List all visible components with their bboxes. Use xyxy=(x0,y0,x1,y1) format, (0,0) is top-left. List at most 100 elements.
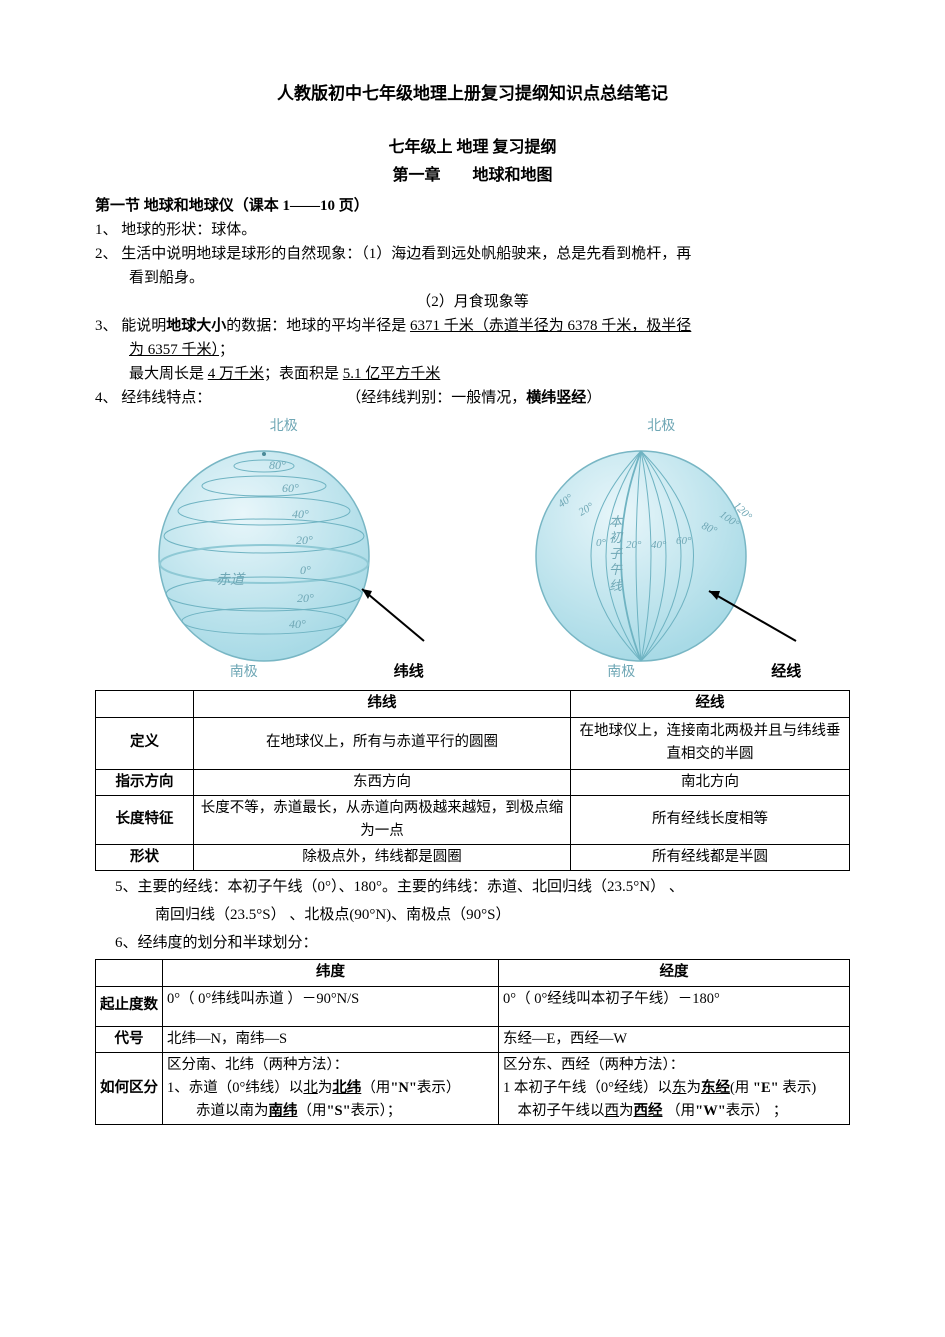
t2-r3lat-c: 赤道以南为南纬（用"S"表示）； xyxy=(167,1100,494,1123)
latitude-globe-svg: 80° 60° 40° 20° 0° 20° 40° 赤道 xyxy=(114,416,454,686)
txt: "S" xyxy=(327,1103,351,1119)
p3-pre: 3、 能说明 xyxy=(95,318,166,334)
doc-subtitle-2: 第一章 地球和地图 xyxy=(95,163,850,189)
t1-h1: 纬线 xyxy=(194,691,571,717)
t1-r4lat: 除极点外，纬线都是圆圈 xyxy=(194,845,571,871)
svg-text:40°: 40° xyxy=(651,539,667,551)
svg-text:赤道: 赤道 xyxy=(216,572,246,588)
p3b-ul1: 4 万千米 xyxy=(208,366,264,382)
p3-ul1: 6371 千米（赤道半径为 6378 千米，极半径 xyxy=(410,318,691,334)
t2-h0 xyxy=(96,960,163,986)
txt: 1、赤道（0°纬线）以 xyxy=(167,1080,303,1096)
svg-text:40°: 40° xyxy=(292,507,309,521)
txt: 北 xyxy=(303,1080,318,1096)
latitude-globe: 北极 80° 60° 40° 20° 0° 20° xyxy=(114,416,454,686)
txt: 表示）； xyxy=(351,1103,402,1119)
north-label-1: 北极 xyxy=(114,416,454,438)
svg-text:线: 线 xyxy=(609,578,623,593)
point-3-line2: 最大周长是 4 万千米；表面积是 5.1 亿平方千米 xyxy=(95,362,850,386)
globe1-bottom-row: 南极 纬线 xyxy=(114,662,454,684)
t1-r2lon: 南北方向 xyxy=(571,769,850,795)
t2-r3lon-b: 1 本初子午线（0°经线）以东为东经(用 "E" 表示) xyxy=(503,1077,845,1100)
t1-r3lon: 所有经线长度相等 xyxy=(571,795,850,844)
txt: 南纬 xyxy=(269,1103,298,1119)
longitude-globe: 北极 40° 20° 0° 20° 40° 60° xyxy=(491,416,831,686)
t2-r1lat: 0°（ 0°纬线叫赤道 ）－90°N/S xyxy=(163,986,499,1026)
t2-r1lon: 0°（ 0°经线叫本初子午线）－180° xyxy=(499,986,850,1026)
txt: "N" xyxy=(390,1080,417,1096)
txt: "E" xyxy=(749,1080,782,1096)
t2-r2lat: 北纬—N，南纬—S xyxy=(163,1026,499,1052)
t1-r3lat: 长度不等，赤道最长，从赤道向两极越来越短，到极点缩为一点 xyxy=(194,795,571,844)
point-1: 1、 地球的形状：球体。 xyxy=(95,218,850,242)
p4-tail: ） xyxy=(586,390,601,406)
txt: 北纬 xyxy=(332,1080,361,1096)
latlon-feature-table: 纬线 经线 定义 在地球仪上，所有与赤道平行的圆圈 在地球仪上，连接南北两极并且… xyxy=(95,690,850,871)
t2-r1h: 起止度数 xyxy=(96,986,163,1026)
north-label-2: 北极 xyxy=(491,416,831,438)
txt: 西经 xyxy=(634,1103,663,1119)
lat-line-label: 纬线 xyxy=(394,660,424,684)
point-2-line3: （2）月食现象等 xyxy=(95,290,850,314)
point-2-line1: 2、 生活中说明地球是球形的自然现象：（1）海边看到远处帆船驶来，总是先看到桅杆… xyxy=(95,242,850,266)
txt: 表示） ； xyxy=(726,1103,788,1119)
p3b-ul2: 5.1 亿平方千米 xyxy=(343,366,441,382)
t1-r2lat: 东西方向 xyxy=(194,769,571,795)
txt: 为 xyxy=(318,1080,333,1096)
t2-r3lat-b: 1、赤道（0°纬线）以北为北纬（用"N"表示） xyxy=(167,1077,494,1100)
svg-text:子: 子 xyxy=(609,546,623,561)
t1-h2: 经线 xyxy=(571,691,850,717)
p3-mid: 的数据：地球的平均半径是 xyxy=(226,318,410,334)
txt: "W" xyxy=(695,1103,726,1119)
txt: 为 xyxy=(686,1080,701,1096)
point-3-line1b: 为 6357 千米）； xyxy=(95,338,850,362)
svg-text:20°: 20° xyxy=(626,539,642,551)
svg-text:初: 初 xyxy=(609,530,624,545)
txt: （用 xyxy=(663,1103,696,1119)
txt: （用 xyxy=(361,1080,390,1096)
svg-text:0°: 0° xyxy=(596,537,607,549)
doc-title: 人教版初中七年级地理上册复习提纲知识点总结笔记 xyxy=(95,80,850,107)
t1-r1h: 定义 xyxy=(96,717,194,769)
point-4: 4、 经纬线特点： （经纬线判别：一般情况，横纬竖经） xyxy=(95,386,850,410)
txt: 本初子午线以 xyxy=(503,1103,605,1119)
txt: 赤道以南为 xyxy=(167,1103,269,1119)
t2-h2: 经度 xyxy=(499,960,850,986)
svg-text:60°: 60° xyxy=(282,481,299,495)
point-2-line2: 看到船身。 xyxy=(95,266,850,290)
p3b-mid: ；表面积是 xyxy=(264,366,343,382)
t2-r2lon: 东经—E，西经—W xyxy=(499,1026,850,1052)
svg-text:40°: 40° xyxy=(289,617,306,631)
txt: 1 本初子午线（0°经线）以 xyxy=(503,1080,672,1096)
t1-r2h: 指示方向 xyxy=(96,769,194,795)
txt: 东 xyxy=(672,1080,687,1096)
t2-r3lat: 区分南、北纬（两种方法）： 1、赤道（0°纬线）以北为北纬（用"N"表示） 赤道… xyxy=(163,1052,499,1125)
p4-pre: 4、 经纬线特点： xyxy=(95,390,204,406)
txt: 表示） xyxy=(417,1080,461,1096)
txt: （用 xyxy=(298,1103,327,1119)
svg-text:20°: 20° xyxy=(297,591,314,605)
lon-line-label: 经线 xyxy=(771,660,801,684)
svg-text:20°: 20° xyxy=(296,533,313,547)
globes-row: 北极 80° 60° 40° 20° 0° 20° xyxy=(95,416,850,686)
t2-r2h: 代号 xyxy=(96,1026,163,1052)
point-5-line2: 南回归线（23.5°S） 、北极点(90°N)、南极点（90°S） xyxy=(155,903,850,927)
t2-r3lon: 区分东、西经（两种方法）： 1 本初子午线（0°经线）以东为东经(用 "E" 表… xyxy=(499,1052,850,1125)
point-6: 6、经纬度的划分和半球划分： xyxy=(115,931,850,955)
section-1-heading: 第一节 地球和地球仪（课本 1——10 页） xyxy=(95,194,850,218)
p4-bold: 横纬竖经 xyxy=(526,390,586,406)
svg-text:0°: 0° xyxy=(300,563,311,577)
t1-r1lat: 在地球仪上，所有与赤道平行的圆圈 xyxy=(194,717,571,769)
svg-text:80°: 80° xyxy=(269,458,286,472)
p4-mid: （经纬线判别：一般情况， xyxy=(354,390,527,406)
txt: 表示) xyxy=(782,1080,816,1096)
svg-text:60°: 60° xyxy=(676,535,692,547)
longitude-globe-svg: 40° 20° 0° 20° 40° 60° 80° 100° 120° 本 初… xyxy=(491,416,831,686)
p3-bold1: 地球大小 xyxy=(166,318,226,334)
latlon-degree-table: 纬度 经度 起止度数 0°（ 0°纬线叫赤道 ）－90°N/S 0°（ 0°经线… xyxy=(95,959,850,1125)
txt: 为 xyxy=(619,1103,634,1119)
p3-ul2: 为 6357 千米） xyxy=(129,342,219,358)
svg-text:午: 午 xyxy=(609,562,623,577)
point-3-line1: 3、 能说明地球大小的数据：地球的平均半径是 6371 千米（赤道半径为 637… xyxy=(95,314,850,338)
p3-tail: ； xyxy=(219,342,234,358)
